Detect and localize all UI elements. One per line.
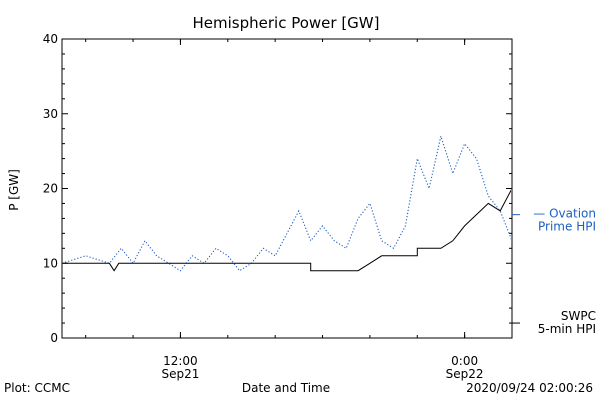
y-axis: 0 10 20 30 40: [43, 32, 512, 345]
x-tick-time: 12:00: [163, 354, 198, 368]
y-tick-label: 0: [50, 331, 58, 345]
swpc-5min-hpi-line: [63, 189, 511, 272]
ovation-prime-hpi-line: [63, 134, 511, 272]
y-tick-label: 30: [43, 107, 58, 121]
x-tick-date: Sep22: [446, 367, 484, 381]
legend-label-swpc: 5-min HPI: [538, 322, 596, 336]
y-tick-label: 40: [43, 32, 58, 46]
x-axis: 12:00Sep210:00Sep2212:00Sep220:00Sep2312…: [85, 39, 513, 381]
chart-title: Hemispheric Power [GW]: [193, 14, 380, 32]
legend-label-ovation: Prime HPI: [538, 220, 596, 234]
footer-left: Plot: CCMC: [4, 381, 70, 395]
x-tick-date: Sep21: [161, 367, 199, 381]
x-tick-time: 0:00: [451, 354, 478, 368]
legend-label-ovation: — Ovation: [533, 207, 596, 221]
x-axis-label: Date and Time: [242, 381, 330, 395]
series-layer: [63, 134, 511, 272]
y-axis-label: P [GW]: [7, 169, 21, 211]
footer-right: 2020/09/24 02:00:26: [466, 381, 593, 395]
legend-label-swpc: SWPC: [561, 309, 596, 323]
plot-frame: [61, 38, 513, 339]
y-tick-label: 10: [43, 256, 58, 270]
y-tick-label: 20: [43, 182, 58, 196]
